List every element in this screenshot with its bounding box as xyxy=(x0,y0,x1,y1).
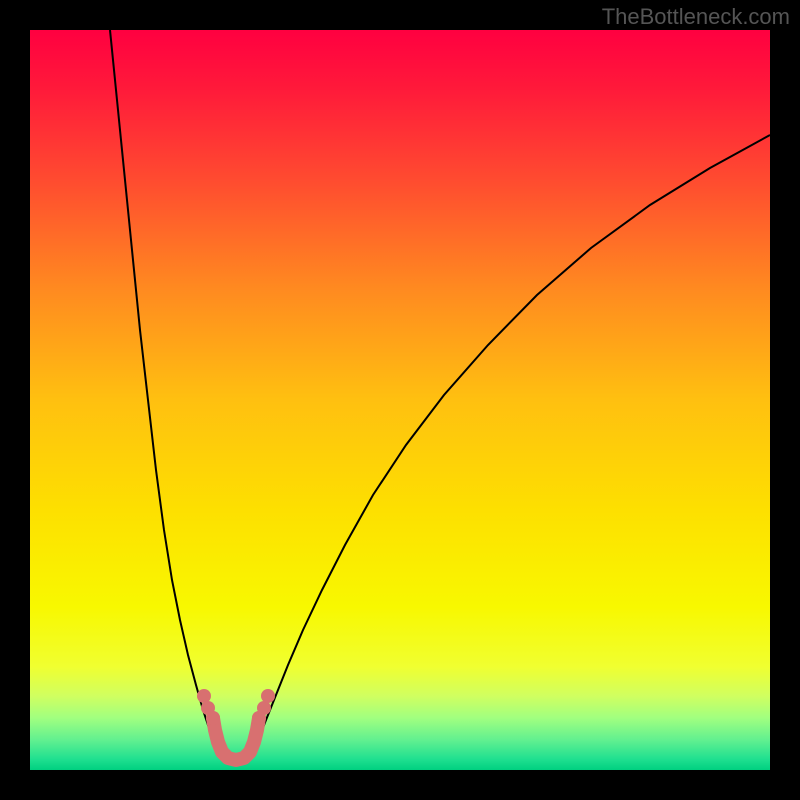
chart-container: TheBottleneck.com xyxy=(0,0,800,800)
watermark-text: TheBottleneck.com xyxy=(602,4,790,30)
plot-background xyxy=(30,30,770,770)
bottleneck-chart xyxy=(0,0,800,800)
